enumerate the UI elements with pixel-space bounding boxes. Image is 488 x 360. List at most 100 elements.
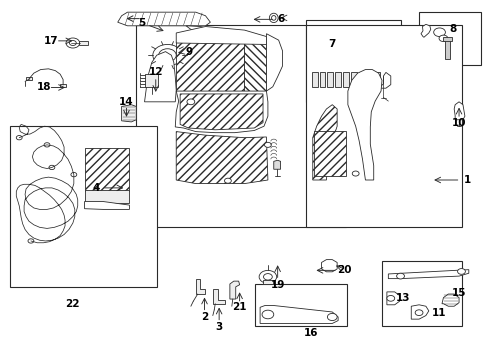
Circle shape [433, 28, 445, 37]
Polygon shape [212, 289, 224, 304]
Circle shape [264, 142, 271, 147]
Text: 1: 1 [463, 175, 470, 185]
Circle shape [438, 35, 447, 41]
Bar [306, 20, 400, 102]
Circle shape [263, 274, 272, 280]
Circle shape [351, 171, 358, 176]
Text: 9: 9 [185, 46, 193, 57]
Bar [366, 72, 371, 87]
Circle shape [224, 178, 231, 183]
Bar [26, 77, 32, 80]
Text: 17: 17 [43, 36, 58, 46]
Polygon shape [273, 160, 280, 169]
Polygon shape [313, 131, 345, 176]
Text: 8: 8 [448, 24, 456, 35]
Bar [319, 72, 325, 87]
Bar [60, 84, 66, 87]
Bar [350, 72, 356, 87]
Text: 20: 20 [336, 265, 350, 275]
Polygon shape [195, 279, 205, 294]
Bar [79, 41, 88, 45]
Text: 22: 22 [65, 299, 80, 309]
Polygon shape [375, 72, 390, 88]
Polygon shape [347, 69, 381, 180]
Text: 5: 5 [138, 18, 145, 28]
Polygon shape [266, 34, 282, 91]
Polygon shape [441, 294, 458, 306]
Text: 19: 19 [270, 280, 285, 290]
Text: 15: 15 [451, 288, 466, 298]
Text: 12: 12 [148, 67, 163, 77]
Circle shape [153, 44, 182, 66]
Text: 7: 7 [328, 39, 335, 49]
Bar [255, 284, 346, 326]
Bar [418, 12, 481, 65]
Polygon shape [122, 105, 136, 122]
Ellipse shape [269, 13, 278, 23]
Text: 13: 13 [395, 293, 409, 303]
Polygon shape [420, 24, 430, 37]
Bar [144, 74, 158, 87]
Bar [327, 72, 332, 87]
Circle shape [158, 49, 176, 62]
Bar [84, 190, 129, 203]
Circle shape [69, 41, 76, 45]
Text: 10: 10 [451, 118, 466, 128]
Text: 6: 6 [277, 14, 284, 24]
Text: 18: 18 [36, 82, 51, 93]
Bar [358, 72, 364, 87]
Circle shape [49, 165, 55, 170]
Bar [342, 72, 348, 87]
Bar [311, 72, 317, 87]
Bar [306, 25, 462, 227]
Polygon shape [118, 12, 210, 26]
Bar [381, 261, 462, 326]
Polygon shape [229, 281, 239, 299]
Text: 3: 3 [215, 322, 223, 332]
Circle shape [262, 310, 273, 319]
Circle shape [44, 143, 50, 147]
Polygon shape [185, 26, 220, 39]
Text: 2: 2 [201, 312, 208, 322]
Polygon shape [321, 260, 336, 272]
Circle shape [396, 273, 404, 279]
Polygon shape [410, 305, 428, 319]
Circle shape [186, 99, 194, 105]
Polygon shape [260, 306, 337, 323]
Bar [84, 148, 129, 191]
Circle shape [327, 314, 336, 320]
Bar [10, 126, 157, 287]
Polygon shape [244, 41, 266, 91]
Polygon shape [176, 132, 267, 184]
Polygon shape [453, 102, 464, 120]
Polygon shape [176, 27, 266, 44]
Polygon shape [312, 105, 336, 180]
Bar [373, 72, 379, 87]
Circle shape [71, 172, 77, 177]
Circle shape [414, 310, 422, 316]
Polygon shape [176, 41, 244, 91]
Circle shape [457, 269, 465, 274]
Text: 16: 16 [303, 328, 317, 338]
Circle shape [16, 135, 22, 140]
Bar [334, 72, 340, 87]
Circle shape [386, 296, 394, 301]
Circle shape [66, 38, 80, 48]
Polygon shape [175, 91, 267, 133]
Circle shape [28, 239, 34, 243]
Polygon shape [84, 202, 129, 210]
Polygon shape [144, 51, 176, 102]
Text: 11: 11 [431, 309, 446, 318]
Text: 14: 14 [119, 97, 134, 107]
Bar [445, 39, 449, 59]
Polygon shape [180, 94, 263, 130]
Text: 21: 21 [232, 302, 246, 312]
Text: 4: 4 [92, 183, 99, 193]
Ellipse shape [271, 15, 275, 20]
Bar [136, 25, 345, 227]
Circle shape [259, 270, 276, 283]
Polygon shape [386, 292, 399, 305]
Bar [443, 37, 451, 41]
Bar [263, 280, 272, 284]
Polygon shape [387, 270, 468, 279]
